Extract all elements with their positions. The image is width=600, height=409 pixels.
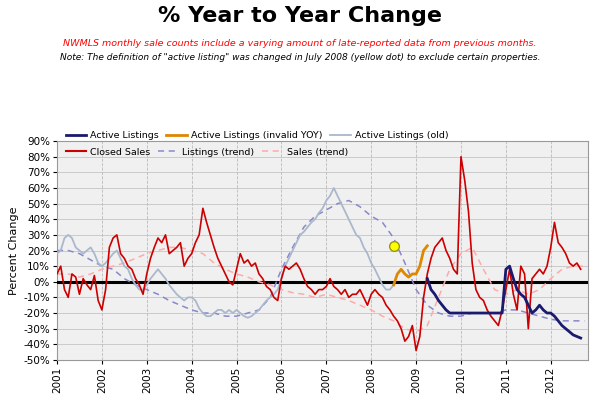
Legend: Closed Sales, Listings (trend), Sales (trend): Closed Sales, Listings (trend), Sales (t…: [62, 144, 352, 160]
Text: Note: The definition of "active listing" was changed in July 2008 (yellow dot) t: Note: The definition of "active listing"…: [60, 53, 540, 62]
Text: % Year to Year Change: % Year to Year Change: [158, 6, 442, 26]
Y-axis label: Percent Change: Percent Change: [9, 206, 19, 295]
Text: NWMLS monthly sale counts include a varying amount of late-reported data from pr: NWMLS monthly sale counts include a vary…: [63, 39, 537, 48]
Legend: Active Listings, Active Listings (invalid YOY), Active Listings (old): Active Listings, Active Listings (invali…: [62, 128, 452, 144]
